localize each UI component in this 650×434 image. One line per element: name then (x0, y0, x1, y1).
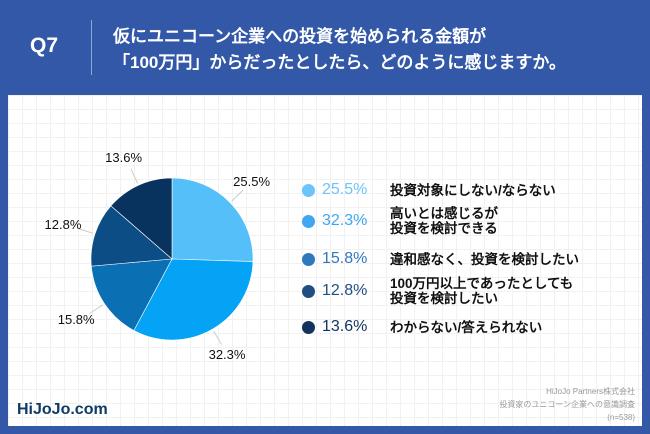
logo: HiJoJo.com (17, 401, 108, 418)
leader-line (89, 304, 104, 315)
legend-label: 高いとは感じるが 投資を検討できる (390, 206, 498, 236)
legend-item: 13.6% わからない/答えられない (302, 318, 542, 336)
legend-item: 12.8% 100万円以上であったとしても 投資を検討したい (302, 276, 573, 306)
pie-slice (90, 205, 173, 267)
legend-percent: 25.5% (322, 181, 368, 198)
legend-percent: 13.6% (322, 318, 368, 335)
legend-dot-icon (302, 214, 315, 228)
source-survey: 投資家のユニコーン企業への意識調査 (499, 400, 635, 409)
pie-slice (110, 177, 173, 260)
legend-item: 32.3% 高いとは感じるが 投資を検討できる (302, 206, 498, 236)
slice-label: 25.5% (233, 173, 271, 189)
slice-label: 15.8% (57, 312, 95, 328)
slice-label: 12.8% (44, 216, 82, 232)
leader-line (77, 227, 94, 234)
legend-label: 違和感なく、投資を検討したい (390, 251, 579, 267)
pie-slice (90, 258, 173, 331)
legend-percent: 12.8% (322, 282, 368, 299)
legend-percent: 15.8% (322, 250, 368, 267)
leader-line (130, 168, 139, 184)
legend-percent: 32.3% (322, 212, 368, 229)
leader-line (213, 330, 223, 345)
legend-dot-icon (302, 252, 315, 266)
slice-label: 13.6% (105, 149, 143, 165)
title-line-1: 仮にユニコーン企業への投資を始められる金額が (113, 27, 487, 46)
leader-line (231, 189, 244, 202)
pie-slice (171, 177, 254, 262)
question-title: 仮にユニコーン企業への投資を始められる金額が「100万円」からだったとしたら、ど… (113, 24, 566, 76)
question-number: Q7 (30, 34, 59, 57)
title-line-2: 「100万円」からだったとしたら、どのように感じますか。 (113, 53, 567, 72)
pie-slice (133, 258, 254, 341)
header-divider (91, 20, 92, 75)
legend-label: わからない/答えられない (390, 319, 543, 335)
legend-label: 投資対象にしない/ならない (390, 182, 556, 198)
source-company: HiJoJo Partners株式会社 (546, 387, 635, 396)
legend-item: 25.5% 投資対象にしない/ならない (302, 181, 556, 199)
legend-item: 15.8% 違和感なく、投資を検討したい (302, 250, 579, 268)
legend-dot-icon (302, 284, 315, 298)
legend-label: 100万円以上であったとしても 投資を検討したい (390, 276, 574, 306)
legend-dot-icon (302, 320, 315, 334)
legend-dot-icon (302, 183, 315, 197)
source-sample: (n=538) (607, 413, 635, 422)
slice-label: 32.3% (208, 347, 246, 363)
source-note: HiJoJo Partners株式会社投資家のユニコーン企業への意識調査 (n=5… (499, 385, 635, 424)
